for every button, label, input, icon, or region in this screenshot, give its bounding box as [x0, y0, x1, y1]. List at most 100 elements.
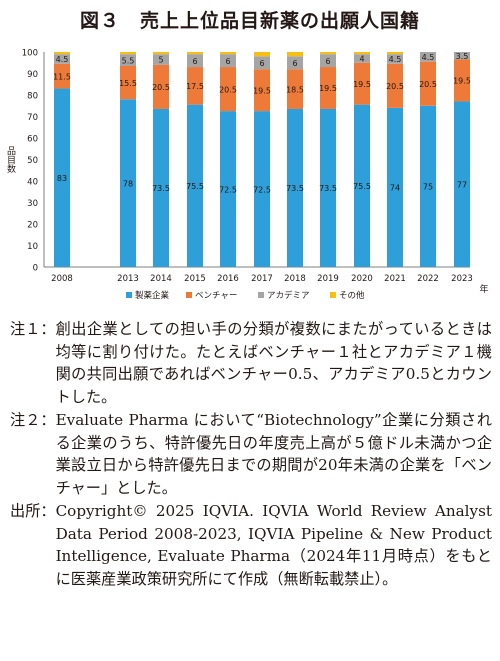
y-tick-label: 100 — [22, 49, 38, 59]
data-label: 19.5 — [353, 80, 371, 89]
bar-segment — [187, 104, 203, 267]
x-tick-label: 2015 — [184, 274, 206, 284]
x-tick-label: 2023 — [451, 274, 473, 284]
bar-segment — [320, 52, 336, 55]
bar-segment — [454, 101, 470, 267]
bar-segment — [254, 111, 270, 267]
source-note: 出所： Copyright© 2025 IQVIA. IQVIA World R… — [10, 500, 492, 590]
x-axis-unit: 年 — [479, 283, 488, 295]
data-label: 20.5 — [419, 80, 437, 89]
y-tick-label: 80 — [27, 92, 38, 102]
data-label: 74 — [390, 184, 400, 193]
data-label: 15.5 — [119, 79, 137, 88]
bar-segment — [320, 67, 336, 109]
notes: 注１： 創出企業としての担い手の分類が複数にまたがっているときは均等に割り付けた… — [10, 318, 492, 591]
bar-segment — [287, 69, 303, 109]
note-2: 注２： Evaluate Pharma において“Biotechnology”企… — [10, 409, 492, 499]
data-label: 6 — [259, 59, 264, 68]
bar-segment — [187, 52, 203, 55]
bar-segment — [254, 69, 270, 112]
data-label: 73.5 — [319, 184, 337, 193]
y-tick-label: 10 — [27, 242, 38, 252]
bar-segment — [354, 104, 370, 267]
data-label: 77 — [457, 180, 467, 189]
source-label: 出所： — [10, 502, 56, 520]
source-text: Copyright© 2025 IQVIA. IQVIA World Revie… — [55, 502, 492, 588]
x-tick-label: 2020 — [351, 274, 373, 284]
bar-segment — [287, 56, 303, 70]
note-2-text: Evaluate Pharma において“Biotechnology”企業に分類… — [55, 411, 492, 497]
note-1-text: 創出企業としての担い手の分類が複数にまたがっているときは均等に割り付けた。たとえ… — [55, 320, 492, 406]
bar-segment — [320, 108, 336, 267]
data-label: 19.5 — [453, 77, 471, 86]
x-tick-label: 2017 — [251, 274, 273, 284]
bar-segment — [387, 107, 403, 268]
bar-segment — [120, 52, 136, 55]
data-label: 6 — [292, 59, 297, 68]
bar-segment — [420, 105, 436, 267]
x-tick-label: 2019 — [317, 274, 339, 284]
data-label: 17.5 — [186, 82, 204, 91]
data-label: 72.5 — [219, 185, 237, 194]
bar-segment — [454, 59, 470, 102]
bar-segment — [220, 67, 236, 112]
y-tick-label: 40 — [27, 178, 38, 188]
data-label: 83 — [57, 174, 67, 183]
x-tick-label: 2021 — [384, 274, 406, 284]
data-label: 4.5 — [56, 55, 69, 64]
bar-segment — [54, 88, 70, 267]
legend-swatch — [186, 292, 192, 298]
data-label: 75.5 — [353, 182, 371, 191]
y-tick-label: 50 — [27, 156, 38, 166]
data-label: 20.5 — [152, 83, 170, 92]
legend-label: アカデミア — [267, 290, 310, 301]
bar-segment — [54, 52, 70, 55]
x-tick-label: 2016 — [217, 274, 239, 284]
data-label: 6 — [325, 57, 330, 66]
bar-segment — [454, 52, 470, 60]
bar-segment — [387, 52, 403, 55]
bar-segment — [153, 64, 169, 109]
data-label: 4.5 — [389, 55, 402, 64]
x-tick-label: 2008 — [51, 274, 73, 284]
bar-segment — [354, 54, 370, 63]
data-label: 6 — [192, 57, 197, 66]
bar-segment — [120, 65, 136, 100]
data-label: 5.5 — [122, 56, 135, 65]
legend-swatch — [126, 292, 132, 298]
data-label: 20.5 — [386, 82, 404, 91]
data-label: 18.5 — [286, 85, 304, 94]
bar-segment — [420, 52, 436, 62]
legend-swatch — [330, 292, 336, 298]
y-axis-label: 品目数 — [5, 146, 16, 174]
data-label: 75.5 — [186, 182, 204, 191]
y-tick-label: 60 — [27, 135, 38, 145]
bar-segment — [387, 54, 403, 64]
bar-segment — [120, 99, 136, 267]
legend-label: その他 — [339, 290, 365, 301]
note-1-label: 注１： — [10, 320, 56, 338]
bar-segment — [120, 54, 136, 66]
data-label: 3.5 — [456, 52, 469, 61]
data-label: 6 — [225, 57, 230, 66]
data-label: 73.5 — [286, 184, 304, 193]
y-tick-label: 90 — [27, 70, 38, 80]
bar-segment — [387, 63, 403, 108]
x-tick-label: 2018 — [284, 274, 306, 284]
bar-segment — [354, 62, 370, 105]
bar-segment — [254, 56, 270, 70]
legend-label: 製薬企業 — [135, 290, 170, 301]
data-label: 5 — [158, 56, 163, 65]
bar-segment — [254, 52, 270, 57]
x-tick-label: 2022 — [417, 274, 439, 284]
note-1: 注１： 創出企業としての担い手の分類が複数にまたがっているときは均等に割り付けた… — [10, 318, 492, 408]
data-label: 20.5 — [219, 85, 237, 94]
data-label: 4 — [359, 55, 364, 64]
bar-segment — [187, 67, 203, 105]
bar-segment — [54, 63, 70, 89]
y-tick-label: 0 — [33, 264, 38, 274]
data-label: 19.5 — [253, 86, 271, 95]
stacked-bar-chart: 0 10 20 30 40 50 60 70 80 90 100 品目数 83 11.5 4.5 2008 78… — [5, 49, 489, 302]
chart-title: 図３ 売上上位品目新薬の出願人国籍 — [79, 10, 420, 32]
bar-segment — [320, 54, 336, 68]
